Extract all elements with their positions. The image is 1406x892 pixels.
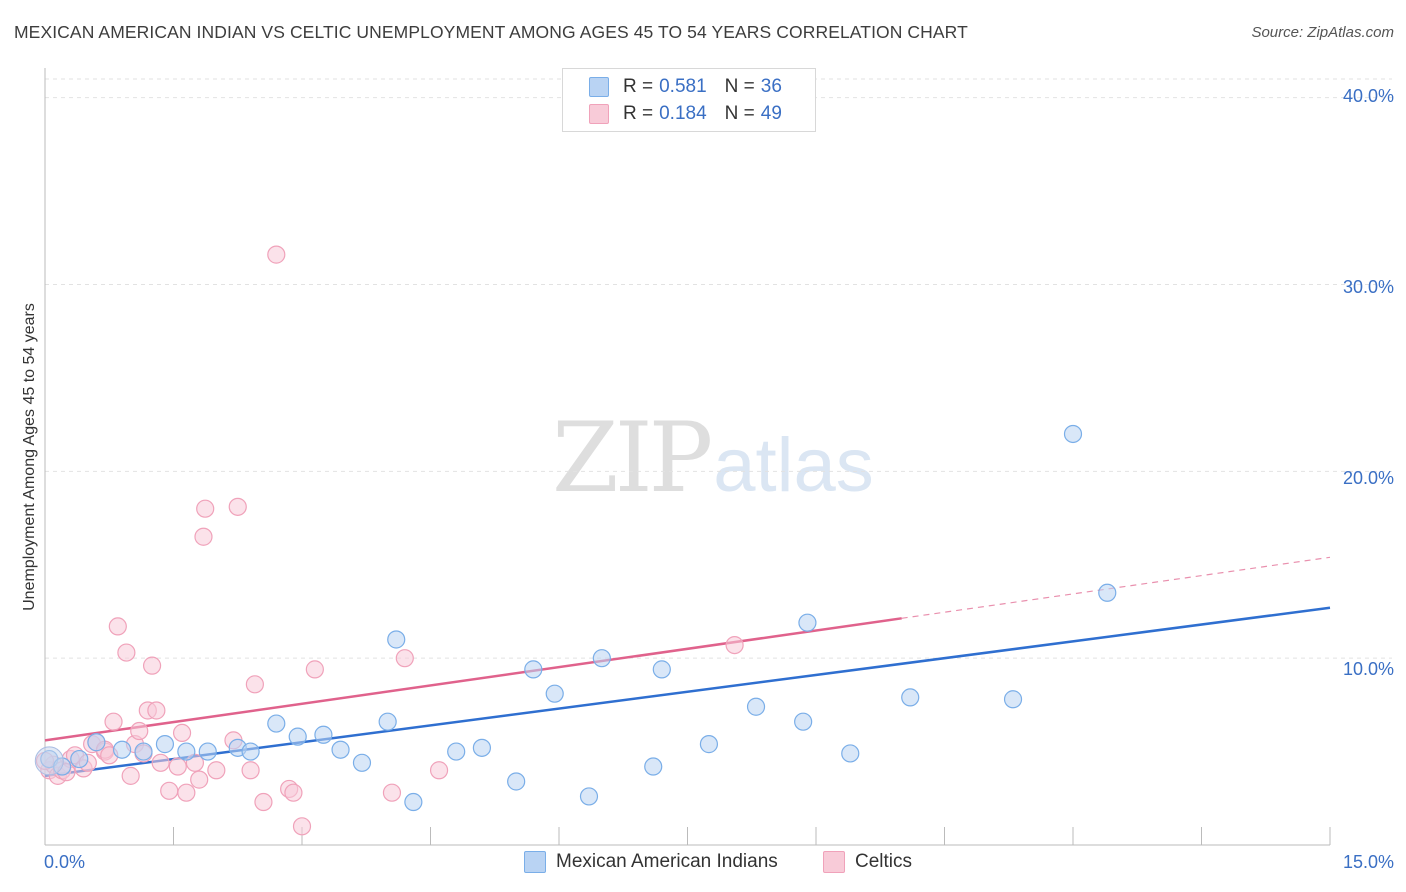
data-point-mexican-american-indians <box>841 744 860 763</box>
data-point-celtics <box>228 497 247 516</box>
data-point-celtics <box>245 675 264 694</box>
y-tick-label: 30.0% <box>1342 277 1394 297</box>
data-point-celtics <box>429 761 449 780</box>
watermark: ZIPatlas <box>552 402 874 514</box>
pink-swatch-icon <box>589 104 609 124</box>
chart-title: MEXICAN AMERICAN INDIAN VS CELTIC UNEMPL… <box>14 22 968 42</box>
data-point-celtics <box>254 792 273 812</box>
data-point-mexican-american-indians <box>177 742 196 761</box>
data-point-mexican-american-indians <box>288 727 307 746</box>
legend-label: Mexican American Indians <box>556 851 778 872</box>
legend-item-celtics[interactable]: Celtics <box>823 851 912 873</box>
trend-line-1 <box>44 617 902 742</box>
data-point-celtics <box>130 721 149 741</box>
data-point-mexican-american-indians <box>524 660 543 679</box>
data-point-celtics <box>292 817 312 836</box>
data-point-mexican-american-indians <box>1098 583 1117 602</box>
data-point-celtics <box>190 770 209 789</box>
data-point-mexican-american-indians <box>387 630 406 649</box>
x-tick-label-min: 0.0% <box>44 852 86 872</box>
y-tick-label: 20.0% <box>1342 468 1394 488</box>
data-point-celtics <box>395 649 414 668</box>
data-point-celtics <box>382 783 402 802</box>
data-point-celtics <box>196 499 215 518</box>
r-label: R = <box>623 76 654 97</box>
data-point-mexican-american-indians <box>472 738 491 757</box>
n-value: 36 <box>760 76 782 97</box>
data-point-celtics <box>194 527 213 546</box>
data-point-mexican-american-indians <box>267 714 286 733</box>
data-point-mexican-american-indians <box>652 660 671 679</box>
data-point-mexican-american-indians <box>798 613 817 632</box>
data-point-celtics <box>104 712 123 731</box>
data-point-cluster <box>34 746 64 776</box>
data-point-mexican-american-indians <box>134 742 153 761</box>
stats-legend: R = 0.581 N = 36 R = 0.184 N = 49 <box>562 68 816 132</box>
data-point-celtics <box>172 723 192 743</box>
data-point-mexican-american-indians <box>241 742 260 761</box>
y-tick-label: 10.0% <box>1342 659 1394 679</box>
x-tick-label-max: 15.0% <box>1342 852 1394 872</box>
n-label: N = <box>724 103 755 124</box>
y-axis-label: Unemployment Among Ages 45 to 54 years <box>21 303 38 611</box>
data-point-mexican-american-indians <box>112 740 132 759</box>
n-value: 49 <box>760 103 782 124</box>
data-point-celtics <box>284 783 303 802</box>
data-point-mexican-american-indians <box>507 772 526 791</box>
data-point-mexican-american-indians <box>155 735 175 754</box>
data-point-mexican-american-indians <box>70 749 89 769</box>
data-point-celtics <box>207 761 226 780</box>
data-point-mexican-american-indians <box>378 712 397 731</box>
r-value: 0.581 <box>659 76 707 97</box>
data-point-celtics <box>241 761 260 780</box>
data-point-mexican-american-indians <box>314 725 333 744</box>
data-point-celtics <box>142 656 162 675</box>
data-point-mexican-american-indians <box>447 742 466 761</box>
pink-swatch-icon <box>823 851 845 873</box>
data-point-celtics <box>151 753 170 772</box>
data-point-mexican-american-indians <box>352 753 372 772</box>
data-point-celtics <box>305 660 324 679</box>
stats-legend-row-pink: R = 0.184 N = 49 <box>589 102 782 126</box>
data-point-celtics <box>108 617 127 636</box>
data-point-celtics <box>725 635 744 655</box>
data-point-mexican-american-indians <box>579 787 599 806</box>
data-point-celtics <box>117 643 136 662</box>
data-point-celtics <box>160 781 179 800</box>
data-point-mexican-american-indians <box>592 649 611 668</box>
data-point-mexican-american-indians <box>198 742 217 761</box>
data-point-mexican-american-indians <box>901 688 920 707</box>
data-point-mexican-american-indians <box>404 792 423 812</box>
data-point-mexican-american-indians <box>1063 424 1083 444</box>
data-point-mexican-american-indians <box>331 740 350 759</box>
legend-label: Celtics <box>855 851 913 872</box>
blue-swatch-icon <box>589 77 609 97</box>
data-point-celtics <box>121 766 140 785</box>
trend-line-0 <box>44 606 1331 778</box>
r-value: 0.184 <box>659 103 707 124</box>
n-label: N = <box>724 76 755 97</box>
data-point-mexican-american-indians <box>87 733 106 752</box>
data-point-mexican-american-indians <box>794 712 813 731</box>
data-point-celtics <box>267 245 286 264</box>
watermark-zip: ZIP <box>552 402 713 514</box>
stats-legend-row-blue: R = 0.581 N = 36 <box>589 75 782 99</box>
data-point-celtics <box>147 701 166 720</box>
blue-swatch-icon <box>524 851 546 873</box>
legend-item-mexican-american-indians[interactable]: Mexican American Indians <box>524 851 778 873</box>
data-point-mexican-american-indians <box>1003 690 1023 709</box>
source-label: Source: ZipAtlas.com <box>1251 24 1394 41</box>
watermark-atlas: atlas <box>713 423 874 508</box>
trend-line-extension-1 <box>901 556 1331 619</box>
y-tick-label: 40.0% <box>1342 86 1394 106</box>
data-point-mexican-american-indians <box>699 735 719 754</box>
data-point-celtics <box>168 757 187 776</box>
data-point-mexican-american-indians <box>746 697 766 716</box>
data-point-mexican-american-indians <box>545 684 564 703</box>
data-point-celtics <box>177 783 196 802</box>
data-point-mexican-american-indians <box>644 757 663 776</box>
r-label: R = <box>623 103 654 124</box>
